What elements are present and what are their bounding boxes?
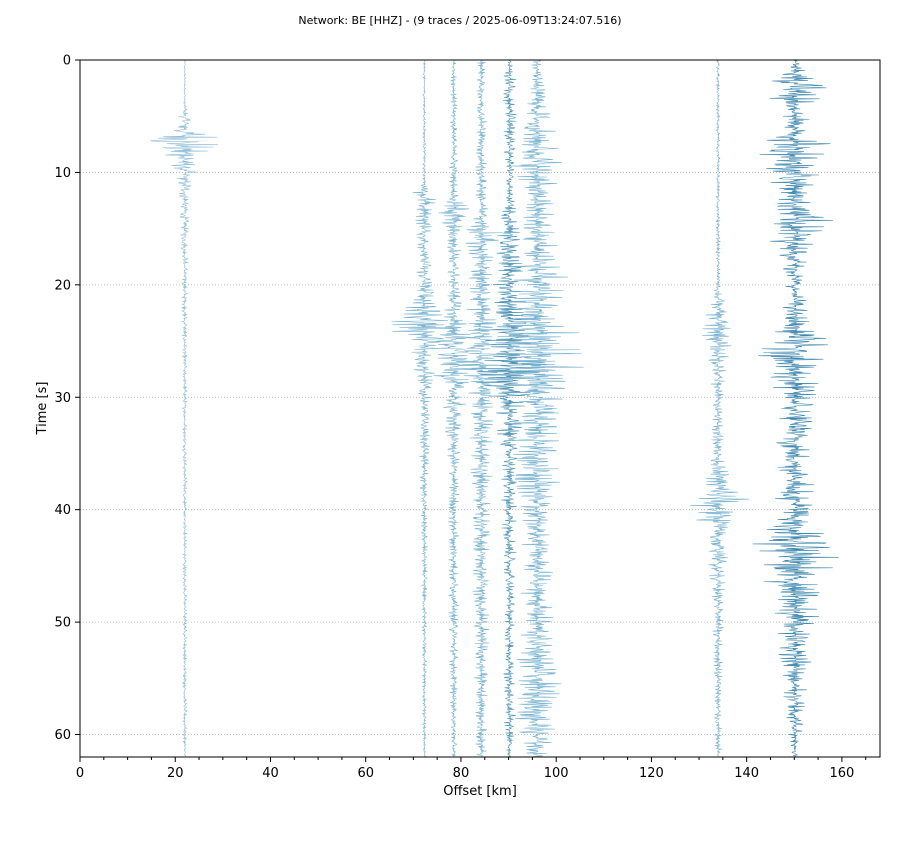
x-tick-label-140: 140 bbox=[734, 766, 759, 781]
y-tick-label-0: 0 bbox=[63, 54, 71, 69]
x-tick-label-100: 100 bbox=[544, 766, 569, 781]
x-tick-label-40: 40 bbox=[262, 766, 279, 781]
y-tick-label-30: 30 bbox=[54, 391, 71, 406]
trace-4 bbox=[455, 59, 509, 758]
plot-frame bbox=[79, 59, 881, 758]
x-axis: 0 20 40 60 80 100 120 140 160 bbox=[76, 757, 867, 781]
y-tick-label-50: 50 bbox=[54, 616, 71, 631]
trace-3 bbox=[433, 59, 481, 758]
trace-7 bbox=[690, 59, 750, 758]
x-tick-label-160: 160 bbox=[829, 766, 854, 781]
trace-8 bbox=[752, 59, 840, 758]
x-tick-label-80: 80 bbox=[453, 766, 470, 781]
trace-6 bbox=[495, 59, 584, 758]
x-axis-label: Offset [km] bbox=[443, 784, 517, 799]
waveform-traces bbox=[150, 59, 840, 758]
y-axis-label: Time [s] bbox=[35, 382, 50, 436]
trace-1 bbox=[150, 59, 219, 758]
x-tick-label-20: 20 bbox=[167, 766, 184, 781]
y-tick-label-60: 60 bbox=[54, 728, 71, 743]
y-tick-label-10: 10 bbox=[54, 166, 71, 181]
trace-5 bbox=[476, 59, 549, 758]
y-tick-label-20: 20 bbox=[54, 278, 71, 293]
x-tick-label-0: 0 bbox=[76, 766, 84, 781]
trace-2 bbox=[391, 59, 458, 758]
y-tick-label-40: 40 bbox=[54, 503, 71, 518]
chart-title: Network: BE [HHZ] - (9 traces / 2025-06-… bbox=[298, 14, 621, 27]
x-tick-label-60: 60 bbox=[357, 766, 374, 781]
y-axis: 0 10 20 30 40 50 60 bbox=[54, 54, 80, 743]
x-tick-label-120: 120 bbox=[639, 766, 664, 781]
